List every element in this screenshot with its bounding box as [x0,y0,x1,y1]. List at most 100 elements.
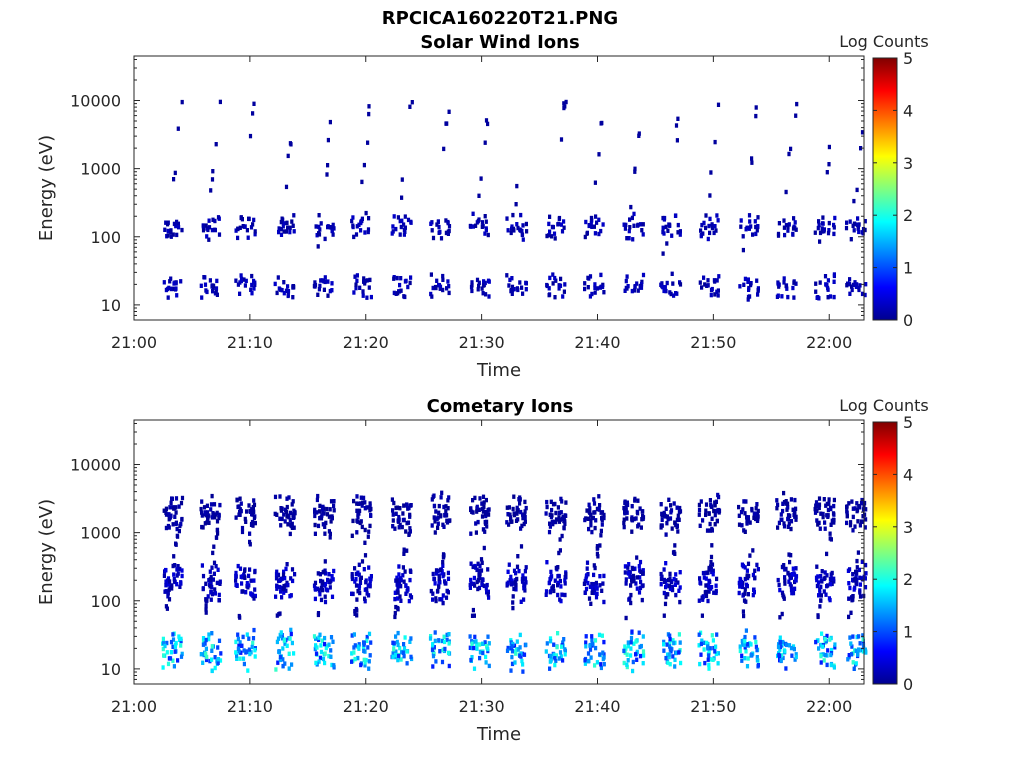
count-cell [593,231,597,236]
count-cell [313,586,317,591]
count-cell [829,506,833,512]
count-cell [161,636,165,642]
count-cell [702,220,706,226]
count-cell [625,652,629,657]
count-cell [199,506,203,512]
count-cell [583,661,587,666]
count-cell [564,571,568,577]
count-cell [845,220,849,225]
count-cell [283,641,287,646]
count-cell [792,216,796,221]
count-cell [369,640,373,645]
count-cell [168,584,172,590]
count-cell [361,293,365,298]
count-cell [583,281,587,286]
count-cell [676,230,680,235]
count-cell [443,646,447,652]
count-cell [717,494,721,500]
count-cell [600,510,605,515]
count-cell [215,519,220,524]
count-cell [510,654,514,660]
count-cell [248,539,252,545]
count-cell [711,638,715,643]
count-cell [626,571,630,576]
count-cell [397,583,401,588]
count-cell [521,512,525,517]
count-cell [209,507,213,512]
count-cell [240,525,245,531]
count-cell [470,655,474,660]
count-cell [359,662,363,668]
count-cell [557,574,561,579]
colorbar-tick-label: 5 [903,413,913,432]
count-cell [327,642,331,647]
count-cell [434,659,438,664]
count-cell [217,513,221,518]
count-cell [714,590,718,596]
colorbar-tick-label: 0 [903,311,913,330]
count-cell [559,584,563,589]
count-cell [362,162,366,168]
count-cell [597,506,601,512]
count-cell [356,644,360,649]
count-cell [857,567,861,573]
count-cell [820,226,824,231]
count-cell [709,502,713,508]
count-cell [350,576,354,582]
count-cell [214,290,218,295]
count-cell [237,643,241,649]
count-cell [252,101,256,106]
count-cell [746,592,750,597]
count-cell [848,585,852,591]
count-cell [317,213,321,218]
count-cell [242,661,246,667]
count-cell [409,219,413,225]
count-cell [789,497,793,502]
count-cell [641,571,645,576]
count-cell [475,277,480,283]
count-cell [403,635,407,640]
count-cell [715,576,719,582]
count-cell [209,589,213,595]
count-cell [468,585,472,590]
count-cell [594,584,598,589]
count-cell [742,613,746,619]
count-cell [354,577,358,582]
count-cell [815,564,819,569]
count-cell [824,592,828,597]
count-cell [404,591,408,596]
count-cell [793,657,797,662]
count-cell [715,518,719,524]
count-cell [832,576,836,581]
count-cell [562,219,566,224]
count-cell [707,662,711,668]
count-cell [590,291,594,297]
count-cell [853,524,857,529]
count-cell [217,592,221,598]
count-cell [318,227,322,232]
count-cell [468,582,472,588]
count-cell [408,593,412,598]
count-cell [558,283,563,288]
count-cell [549,658,553,663]
count-cell [697,598,701,603]
count-cell [278,584,282,590]
count-cell [641,568,645,573]
count-cell [431,664,435,669]
count-cell [854,573,858,578]
count-cell [633,169,637,174]
count-cell [276,636,281,641]
count-cell [438,580,442,585]
count-cell [707,653,711,658]
count-cell [788,559,792,565]
count-cell [588,584,592,589]
count-cell [794,654,798,660]
y-axis-label: Energy (eV) [36,499,57,605]
count-cell [473,495,477,501]
count-cell [716,651,720,656]
count-cell [472,645,476,651]
x-tick-label: 21:20 [343,697,389,716]
count-cell [664,655,668,661]
count-cell [357,586,361,591]
count-cell [819,574,823,579]
